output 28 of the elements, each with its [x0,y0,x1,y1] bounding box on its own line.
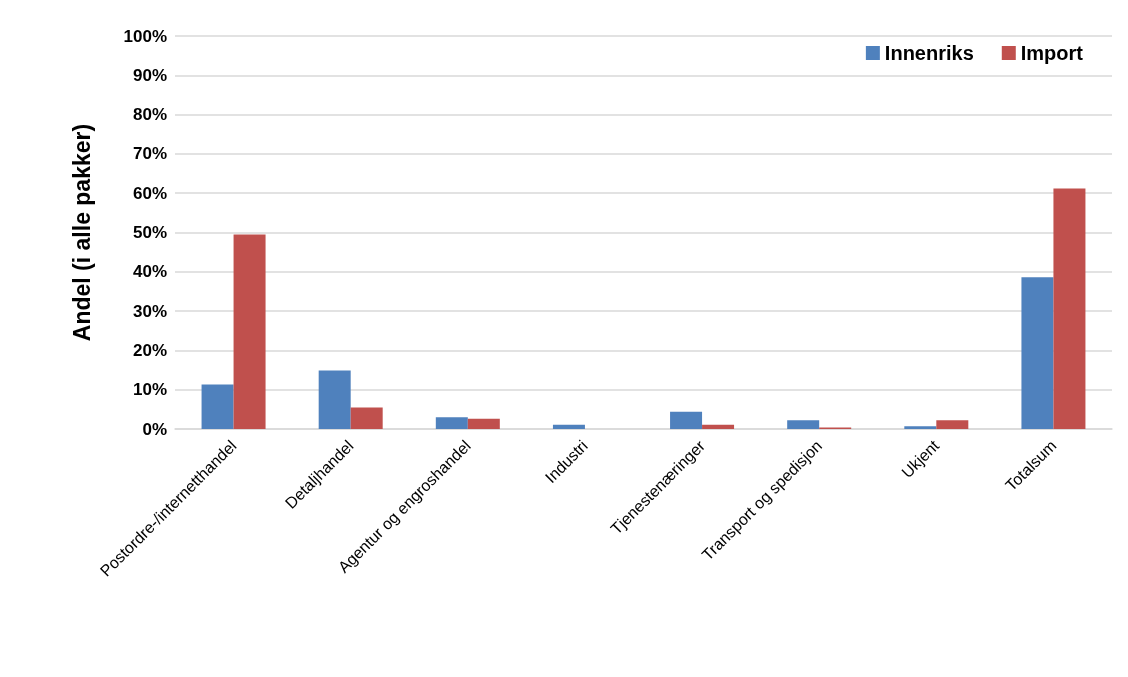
y-tick-label: 80% [132,105,167,125]
bar [670,411,703,429]
y-tick-label: 50% [132,223,167,242]
bar [787,420,820,429]
y-tick-label: 30% [132,301,167,321]
bar [435,417,468,429]
legend-label: Innenriks [884,42,974,64]
y-tick-label: 10% [132,380,167,400]
bar [318,370,351,429]
y-tick-label: 40% [132,262,167,282]
legend-label: Import [1020,42,1084,64]
bar [467,418,500,429]
bar [350,407,383,429]
bar [201,384,234,429]
bar [702,424,735,429]
y-tick-label: 60% [132,183,167,203]
y-tick-label: 70% [132,144,167,164]
bar [552,424,585,429]
bar [1053,188,1086,429]
y-tick-label: 20% [132,340,167,360]
y-tick-label: 90% [132,65,167,85]
bar [936,420,969,429]
y-tick-label: 0% [142,419,167,439]
y-axis-title: Andel (i alle pakker) [68,123,95,342]
bar [904,426,937,429]
y-tick-label: 100% [123,26,167,46]
bar [1021,277,1054,429]
bar [233,234,266,429]
